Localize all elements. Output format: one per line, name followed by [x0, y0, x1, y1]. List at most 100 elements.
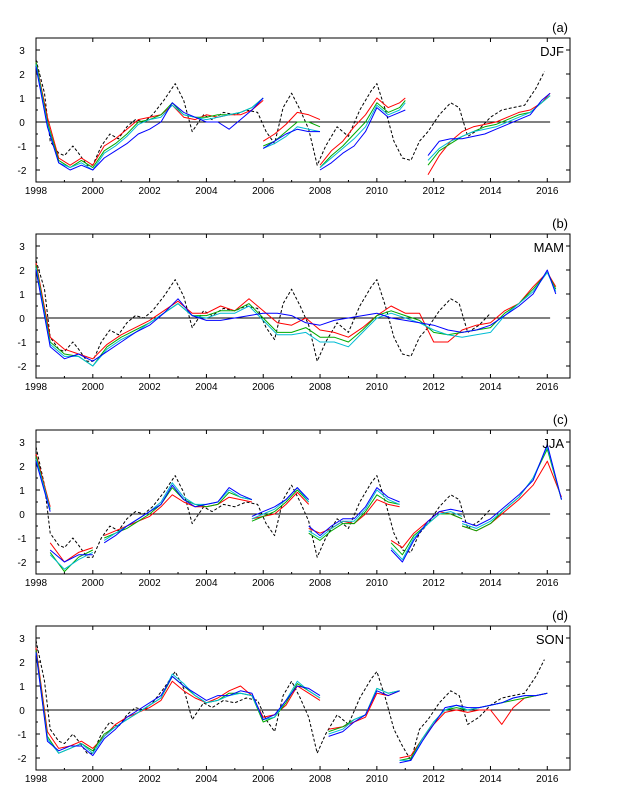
y-tick-label: 0 [19, 706, 25, 717]
series-line-red [390, 511, 463, 549]
x-tick-label: 2004 [195, 578, 218, 589]
y-tick-label: -2 [18, 754, 27, 765]
series-line-blue [319, 107, 406, 171]
x-tick-label: 2010 [366, 382, 389, 393]
series-line-observed [35, 640, 545, 761]
plot-frame [35, 233, 571, 379]
x-tick-label: 2016 [536, 578, 559, 589]
y-tick-label: 3 [19, 634, 25, 645]
x-tick-label: 2000 [82, 578, 105, 589]
series-line-green [390, 513, 463, 556]
series-line-green [263, 121, 321, 147]
x-tick-label: 2006 [252, 382, 275, 393]
series-line-cyan [49, 551, 94, 570]
y-tick-label: 1 [19, 290, 25, 301]
x-tick-label: 2012 [423, 382, 446, 393]
y-tick-label: 1 [19, 94, 25, 105]
series-line-blue [49, 549, 93, 563]
x-tick-label: 1998 [25, 578, 48, 589]
series-line-cyan [35, 64, 264, 171]
chart-panel: 1998 2000 2002 2004 2006 2008 2010 2012 2014 2016… [18, 20, 571, 197]
series-line-blue [390, 508, 463, 563]
x-tick-label: 2014 [479, 578, 502, 589]
x-tick-label: 2016 [536, 774, 559, 785]
series-line-green [427, 95, 551, 166]
season-label: JJA [542, 436, 564, 451]
x-tick-label: 2002 [138, 382, 161, 393]
chart-panel: 1998 2000 2002 2004 2006 2008 2010 2012 2014 2016… [18, 412, 571, 589]
x-tick-label: 2004 [195, 186, 218, 197]
x-tick-label: 2014 [479, 382, 502, 393]
series-line-cyan [35, 458, 51, 510]
x-tick-label: 2002 [138, 774, 161, 785]
x-tick-label: 2002 [138, 186, 161, 197]
x-tick-label: 2000 [82, 186, 105, 197]
x-tick-label: 2012 [423, 578, 446, 589]
series-line-blue [461, 443, 562, 527]
series-line-cyan [461, 446, 562, 529]
x-tick-label: 2008 [309, 774, 332, 785]
x-tick-label: 2008 [309, 186, 332, 197]
series-line-green [35, 265, 557, 367]
series-line-blue [35, 269, 557, 362]
y-tick-label: 3 [19, 438, 25, 449]
y-tick-label: 3 [19, 46, 25, 57]
series-line-blue [103, 484, 253, 544]
series-line-green [35, 649, 321, 754]
series-line-green [399, 692, 548, 761]
y-tick-label: 2 [19, 462, 25, 473]
y-tick-label: 0 [19, 510, 25, 521]
series-line-red [461, 460, 562, 532]
series-line-green [308, 494, 400, 541]
series-line-blue [35, 66, 264, 171]
x-tick-label: 1998 [25, 186, 48, 197]
series-line-observed [35, 446, 491, 558]
y-tick-label: 3 [19, 242, 25, 253]
x-tick-label: 2000 [82, 774, 105, 785]
y-tick-label: -2 [18, 558, 27, 569]
series-line-blue [328, 690, 400, 737]
y-tick-label: 0 [19, 314, 25, 325]
series-line-blue [35, 652, 321, 757]
series-line-cyan [103, 482, 253, 541]
y-tick-label: 1 [19, 682, 25, 693]
y-tick-label: -1 [18, 338, 27, 349]
chart-panel: 1998 2000 2002 2004 2006 2008 2010 2012 2014 2016… [18, 608, 571, 785]
x-tick-label: 2014 [479, 186, 502, 197]
season-label: DJF [540, 44, 564, 59]
series-line-red [399, 692, 548, 759]
series-line-green [104, 487, 253, 539]
x-tick-label: 2006 [252, 774, 275, 785]
series-line-cyan [399, 692, 548, 761]
y-tick-label: -1 [18, 534, 27, 545]
y-tick-label: 1 [19, 486, 25, 497]
y-tick-label: -1 [18, 142, 27, 153]
series-line-red [35, 262, 557, 360]
panel-tag: (b) [552, 216, 568, 231]
x-tick-label: 2010 [366, 578, 389, 589]
x-tick-label: 2004 [195, 382, 218, 393]
x-tick-label: 2010 [366, 774, 389, 785]
x-tick-label: 2008 [309, 382, 332, 393]
series-line-red [49, 542, 93, 563]
series-line-blue [251, 487, 310, 517]
x-tick-label: 2012 [423, 774, 446, 785]
x-tick-label: 2006 [252, 186, 275, 197]
y-tick-label: 2 [19, 658, 25, 669]
x-tick-label: 2008 [309, 578, 332, 589]
chart-panel: 1998 2000 2002 2004 2006 2008 2010 2012 2014 2016… [18, 216, 571, 393]
series-line-cyan [390, 511, 463, 561]
x-tick-label: 2016 [536, 382, 559, 393]
x-tick-label: 2006 [252, 578, 275, 589]
series-line-red [35, 453, 51, 507]
x-tick-label: 2002 [138, 578, 161, 589]
y-tick-label: -2 [18, 362, 27, 373]
series-line-blue [427, 92, 551, 156]
x-tick-label: 2014 [479, 774, 502, 785]
x-tick-label: 1998 [25, 382, 48, 393]
series-line-observed [35, 59, 545, 166]
plot-frame [35, 625, 571, 771]
series-line-cyan [35, 652, 321, 754]
x-tick-label: 2016 [536, 186, 559, 197]
